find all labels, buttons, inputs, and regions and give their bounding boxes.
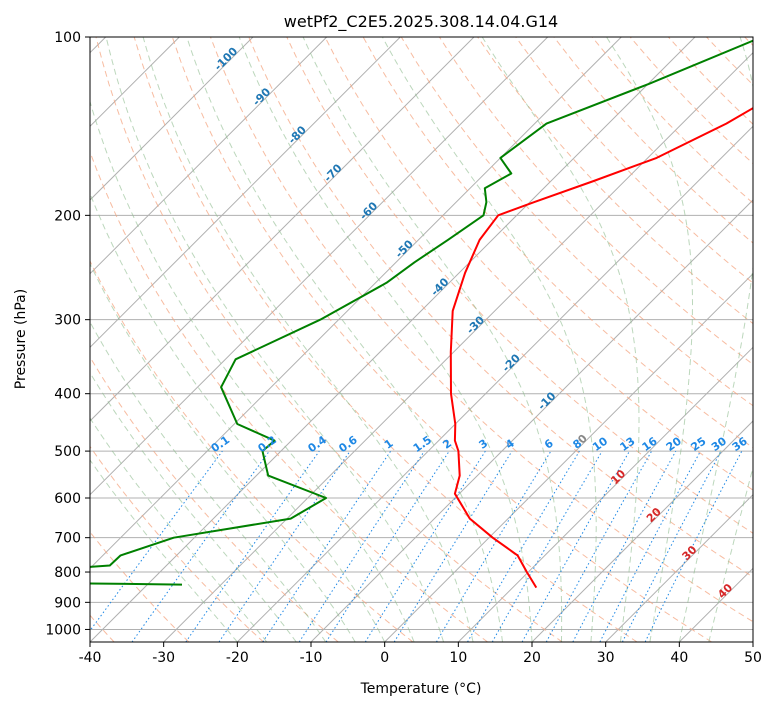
dry-adiabat (133, 37, 638, 642)
isotherm-line (90, 37, 328, 275)
x-tick-label: -40 (79, 650, 102, 666)
dry-adiabat (90, 259, 414, 642)
isotherm-line (90, 37, 622, 570)
isotherm-line (90, 37, 696, 642)
mixing-ratio-line (298, 450, 425, 642)
isotherm-line (605, 493, 753, 642)
isotherm-line (90, 37, 549, 496)
y-tick-label: 700 (54, 531, 81, 547)
isotherm-line (531, 420, 753, 642)
x-tick-label: 0 (380, 650, 389, 666)
y-tick-label: 800 (54, 565, 81, 581)
x-tick-label: 30 (597, 650, 615, 666)
dry-adiabat (286, 37, 753, 534)
mixing-ratio-line (521, 450, 630, 642)
y-tick-label: 300 (54, 313, 81, 329)
moist-adiabat (90, 321, 327, 642)
dry-adiabat (210, 37, 753, 623)
chart-title: wetPf2_C2E5.2025.308.14.04.G14 (284, 12, 558, 32)
isotherm-line (384, 272, 753, 642)
dewpoint-profile (90, 39, 753, 586)
skewed-isotherms (90, 37, 753, 642)
mixing-ratio-line (545, 450, 653, 642)
isotherm-line (90, 37, 475, 422)
moist-adiabats (90, 37, 753, 642)
y-tick-label: 400 (54, 387, 81, 403)
moist-adiabat (90, 371, 297, 642)
x-axis-ticks: -40 -30 -20 -10 0 10 20 30 40 50 (79, 642, 762, 666)
y-tick-label: 1000 (45, 622, 81, 638)
moist-adiabat (142, 37, 474, 642)
moist-adiabat (90, 99, 415, 642)
isotherm-line (457, 346, 753, 642)
moist-adiabat (90, 192, 386, 642)
mixing-ratio-line (218, 450, 351, 642)
moist-adiabat (678, 37, 753, 642)
isotherm-line (163, 51, 753, 642)
dry-adiabat (515, 37, 753, 284)
moist-adiabat (302, 37, 563, 642)
isotherm-line (90, 37, 401, 349)
x-tick-label: 40 (670, 650, 688, 666)
moist-adiabat (708, 465, 753, 642)
x-tick-label: -10 (300, 650, 323, 666)
dry-adiabat (171, 37, 712, 642)
mixing-ratio-line (572, 450, 677, 642)
moist-adiabat (381, 37, 597, 642)
y-tick-label: 200 (54, 208, 81, 224)
x-tick-label: -30 (152, 650, 175, 666)
x-tick-label: 20 (523, 650, 541, 666)
y-tick-label: 500 (54, 444, 81, 460)
mixing-ratio-line (393, 450, 513, 642)
dry-adiabat (90, 445, 264, 642)
moist-adiabat (238, 37, 533, 642)
x-axis-title: Temperature (°C) (360, 681, 482, 697)
sounding-profiles (90, 39, 753, 589)
plot-area (90, 37, 753, 642)
dry-adiabat (95, 37, 563, 642)
mixing-ratio-line (90, 450, 223, 632)
x-tick-label: -20 (226, 650, 249, 666)
x-tick-label: 50 (744, 650, 762, 666)
moist-adiabat (105, 37, 445, 642)
moist-adiabat (606, 37, 693, 642)
mixing-ratio-line (262, 450, 392, 642)
mixing-ratio-line (185, 450, 320, 642)
moist-adiabat (90, 459, 238, 642)
isotherm-line (236, 125, 753, 642)
y-axis-title: Pressure (hPa) (13, 289, 29, 389)
moist-adiabat (481, 37, 640, 642)
moist-adiabat (90, 417, 268, 642)
moist-adiabat (90, 262, 356, 642)
y-tick-label: 600 (54, 491, 81, 507)
dry-adiabat (90, 356, 339, 642)
y-tick-label: 900 (54, 595, 81, 611)
pressure-grid (90, 37, 753, 630)
mixing-ratio-line (325, 450, 450, 642)
plot-frame (89, 36, 754, 643)
mixing-ratio-lines (90, 450, 743, 642)
mixing-ratio-line (644, 450, 743, 642)
dry-adiabat (324, 37, 753, 491)
isotherm-line (90, 37, 254, 201)
temperature-profile (449, 106, 753, 589)
mixing-ratio-line (131, 450, 270, 642)
dry-adiabats (90, 37, 753, 642)
x-tick-label: 10 (449, 650, 467, 666)
y-tick-label: 100 (54, 30, 81, 46)
dry-adiabat (248, 37, 753, 578)
y-axis-ticks: 100 200 300 400 500 600 700 800 900 1000 (45, 30, 90, 638)
